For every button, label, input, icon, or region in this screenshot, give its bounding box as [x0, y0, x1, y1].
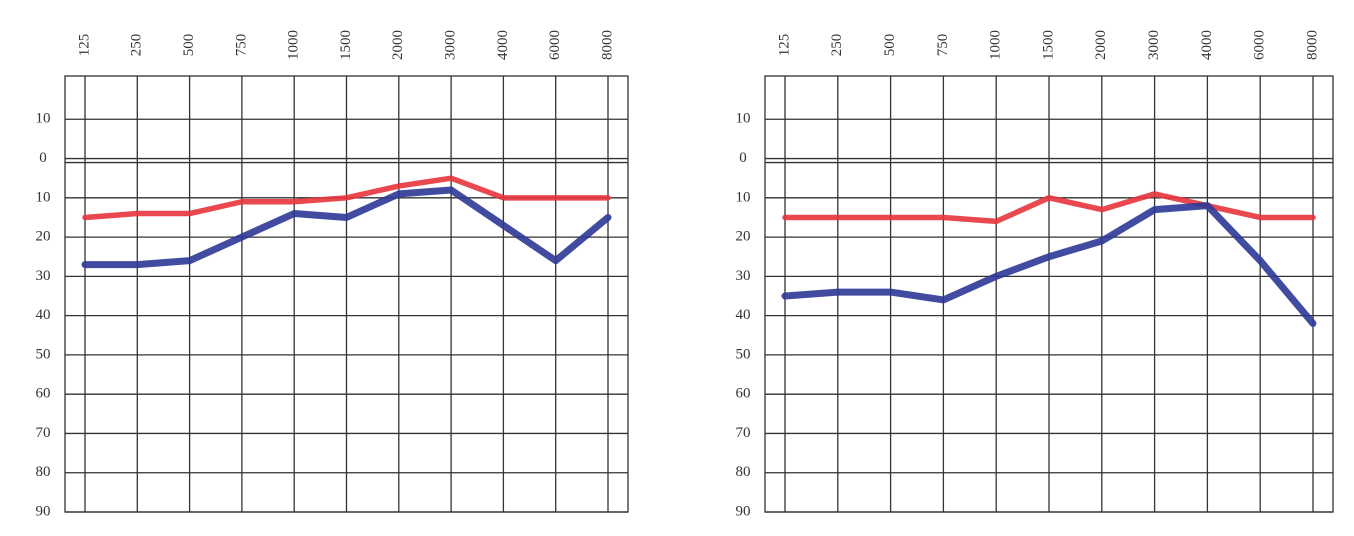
y-tick-label: 60 [36, 386, 51, 402]
y-tick-label: 90 [36, 503, 51, 519]
y-tick-label: 90 [736, 503, 751, 519]
x-tick-label: 8000 [599, 30, 615, 60]
y-tick-label: 50 [736, 346, 751, 362]
y-tick-label: 70 [36, 425, 51, 441]
data-line [782, 191, 1316, 225]
x-tick-label: 4000 [1199, 30, 1215, 60]
data-line [82, 175, 611, 221]
x-tick-label: 1000 [988, 30, 1004, 60]
x-tick-label: 8000 [1304, 30, 1320, 60]
x-tick-label: 500 [181, 34, 197, 57]
y-tick-label: 70 [736, 425, 751, 441]
data-line [81, 186, 612, 269]
x-tick-label: 250 [129, 34, 145, 57]
x-tick-label: 750 [935, 34, 951, 57]
data-line [781, 202, 1317, 327]
y-tick-label: 20 [736, 229, 751, 245]
x-tick-label: 500 [882, 34, 898, 57]
y-tick-label: 0 [739, 150, 747, 166]
x-tick-label: 4000 [495, 30, 511, 60]
x-tick-label: 6000 [1252, 30, 1268, 60]
x-tick-label: 125 [776, 34, 792, 57]
y-tick-label: 60 [736, 386, 751, 402]
x-tick-label: 3000 [1146, 30, 1162, 60]
y-tick-label: 10 [36, 111, 51, 127]
x-tick-label: 1000 [286, 30, 302, 60]
y-tick-label: 40 [736, 307, 751, 323]
y-tick-label: 80 [36, 464, 51, 480]
y-tick-label: 50 [36, 346, 51, 362]
y-tick-label: 80 [736, 464, 751, 480]
x-tick-label: 6000 [547, 30, 563, 60]
x-tick-label: 1500 [338, 30, 354, 60]
y-tick-label: 30 [36, 268, 51, 284]
x-tick-label: 1500 [1040, 30, 1056, 60]
x-tick-label: 750 [233, 34, 249, 57]
y-tick-label: 10 [736, 111, 751, 127]
x-tick-label: 2000 [1093, 30, 1109, 60]
x-tick-label: 3000 [443, 30, 459, 60]
y-tick-label: 10 [736, 189, 751, 205]
x-tick-label: 125 [76, 34, 92, 57]
y-tick-label: 40 [36, 307, 51, 323]
x-tick-label: 250 [829, 34, 845, 57]
y-tick-label: 30 [736, 268, 751, 284]
chart: 10 0 10 20 30 40 50 60 70 80 90 125 250 500 750 1000 150… [736, 30, 1334, 519]
y-tick-label: 20 [36, 229, 51, 245]
x-tick-label: 2000 [390, 30, 406, 60]
y-tick-label: 0 [39, 150, 47, 166]
chart: 10 0 10 20 30 40 50 60 70 80 90 125 250 500 750 1000 150… [36, 30, 629, 519]
y-tick-label: 10 [36, 189, 51, 205]
